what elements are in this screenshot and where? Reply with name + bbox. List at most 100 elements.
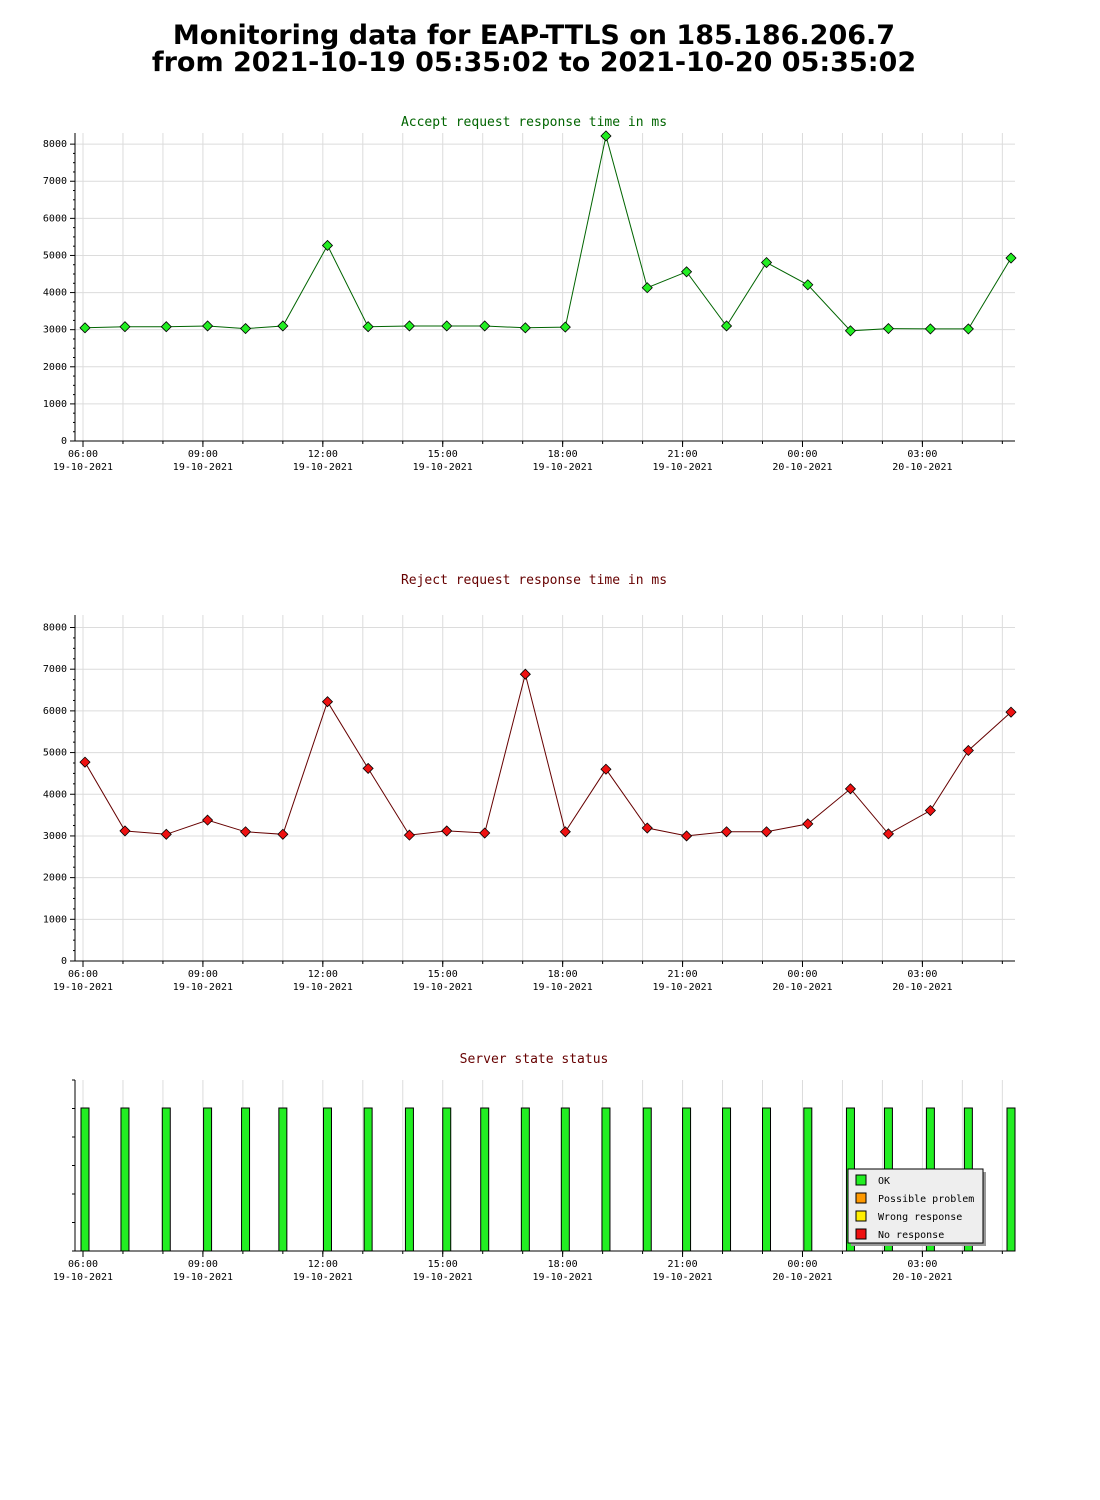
data-point — [559, 826, 571, 838]
data-point — [600, 763, 612, 775]
x-tick-time: 12:00 — [308, 449, 338, 460]
x-tick-time: 00:00 — [787, 969, 817, 980]
chart-title: Reject request response time in ms — [401, 573, 667, 588]
page-title: Monitoring data for EAP-TTLS on 185.186.… — [0, 22, 1068, 76]
x-tick-time: 21:00 — [668, 969, 698, 980]
page-title-line-2: from 2021-10-19 05:35:02 to 2021-10-20 0… — [151, 47, 917, 78]
data-point — [962, 323, 974, 335]
y-tick-label: 2000 — [43, 362, 67, 373]
data-point — [119, 825, 131, 837]
data-point — [760, 826, 773, 838]
y-tick-label: 4000 — [43, 789, 67, 800]
x-tick-time: 15:00 — [428, 969, 458, 980]
data-point — [441, 825, 453, 837]
x-tick-date: 19-10-2021 — [53, 982, 113, 993]
data-point — [239, 322, 252, 335]
status-bar — [322, 1107, 332, 1252]
data-point — [760, 256, 773, 269]
x-tick-time: 06:00 — [68, 969, 98, 980]
chart-1: Accept request response time in ms 0 1000 2… — [43, 115, 1017, 473]
y-tick-label: 8000 — [43, 623, 67, 634]
x-tick-date: 20-10-2021 — [772, 462, 832, 473]
x-tick-time: 00:00 — [787, 1259, 817, 1270]
data-point — [802, 279, 814, 291]
data-point — [362, 321, 374, 333]
status-bar — [363, 1107, 373, 1252]
legend-label: Possible problem — [878, 1194, 974, 1205]
x-tick-date: 19-10-2021 — [173, 982, 233, 993]
status-bar — [762, 1107, 772, 1252]
data-point — [720, 826, 733, 838]
data-point — [844, 783, 857, 795]
y-tick-label: 0 — [61, 436, 67, 447]
x-tick-time: 00:00 — [787, 449, 817, 460]
y-tick-label: 5000 — [43, 748, 67, 759]
data-point — [321, 239, 334, 252]
data-point — [202, 320, 214, 332]
x-tick-time: 03:00 — [907, 1259, 937, 1270]
data-point — [641, 282, 653, 294]
status-bar — [722, 1107, 732, 1252]
data-point — [882, 828, 894, 840]
status-bar — [241, 1107, 251, 1252]
data-point — [681, 830, 693, 842]
x-tick-time: 18:00 — [548, 1259, 578, 1270]
y-tick-label: 7000 — [43, 176, 67, 187]
y-tick-label: 6000 — [43, 706, 67, 717]
data-point — [79, 756, 91, 768]
data-point — [882, 322, 894, 335]
x-tick-date: 19-10-2021 — [293, 982, 353, 993]
x-tick-date: 19-10-2021 — [652, 982, 712, 993]
data-point — [479, 320, 491, 332]
status-bar — [642, 1107, 652, 1252]
data-point — [1005, 706, 1017, 718]
status-bar — [203, 1107, 213, 1252]
x-tick-time: 15:00 — [428, 1259, 458, 1270]
chart-2: Reject request response time in ms 0 1000 2… — [43, 573, 1017, 993]
x-tick-date: 19-10-2021 — [173, 462, 233, 473]
status-bar — [803, 1107, 813, 1252]
status-bar — [601, 1107, 611, 1252]
data-point — [559, 321, 571, 333]
x-tick-time: 06:00 — [68, 1259, 98, 1270]
x-tick-time: 12:00 — [308, 1259, 338, 1270]
x-tick-time: 15:00 — [428, 449, 458, 460]
x-tick-date: 19-10-2021 — [533, 1272, 593, 1283]
data-point — [720, 320, 733, 332]
data-point — [277, 828, 289, 840]
status-bar — [682, 1107, 692, 1252]
x-tick-date: 20-10-2021 — [892, 1272, 952, 1283]
chart-3: Server state status 06:00 19-10-2021 09:00 1… — [53, 1052, 1016, 1283]
data-point — [160, 321, 172, 333]
status-bar — [278, 1107, 288, 1252]
legend-swatch — [855, 1174, 867, 1186]
y-tick-label: 3000 — [43, 325, 67, 336]
data-point — [403, 320, 415, 332]
data-point — [924, 804, 936, 817]
x-tick-date: 19-10-2021 — [293, 462, 353, 473]
data-point — [844, 325, 857, 337]
x-tick-date: 20-10-2021 — [772, 1272, 832, 1283]
series-line — [84, 135, 1012, 332]
x-tick-date: 19-10-2021 — [413, 982, 473, 993]
x-tick-date: 19-10-2021 — [533, 982, 593, 993]
x-tick-time: 18:00 — [548, 969, 578, 980]
x-tick-time: 21:00 — [668, 449, 698, 460]
data-point — [277, 320, 289, 332]
data-point — [519, 668, 531, 680]
status-bar — [442, 1107, 452, 1252]
x-tick-date: 19-10-2021 — [413, 1272, 473, 1283]
x-tick-time: 18:00 — [548, 449, 578, 460]
data-point — [802, 818, 814, 830]
legend-label: OK — [878, 1176, 890, 1187]
data-point — [600, 130, 612, 142]
x-tick-time: 09:00 — [188, 969, 218, 980]
data-point — [79, 322, 91, 334]
x-tick-date: 19-10-2021 — [53, 462, 113, 473]
grid — [75, 133, 1015, 441]
x-tick-time: 09:00 — [188, 1259, 218, 1270]
data-point — [403, 829, 415, 841]
data-point — [441, 320, 453, 332]
chart-title: Accept request response time in ms — [401, 115, 667, 130]
